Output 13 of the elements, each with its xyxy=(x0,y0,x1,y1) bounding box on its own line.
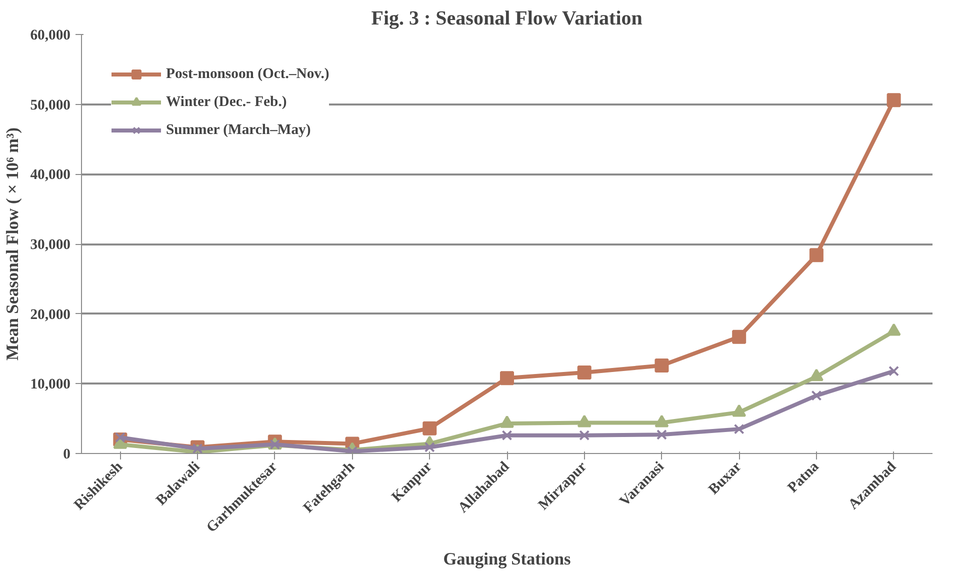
y-axis-title: Mean Seasonal Flow ( × 10⁶ m³) xyxy=(3,127,22,360)
y-tick-label: 30,000 xyxy=(30,237,71,253)
y-tick-label: 50,000 xyxy=(30,97,71,114)
legend-label: Summer (March–May) xyxy=(166,122,311,138)
chart-title: Fig. 3 : Seasonal Flow Variation xyxy=(371,8,642,30)
legend-label: Winter (Dec.- Feb.) xyxy=(166,94,287,110)
y-tick-label: 0 xyxy=(63,446,70,462)
y-tick-label: 10,000 xyxy=(30,376,71,393)
y-tick-label: 20,000 xyxy=(30,306,71,323)
x-axis-title: Gauging Stations xyxy=(443,549,572,568)
y-tick-label: 40,000 xyxy=(30,167,71,184)
y-tick-label: 60,000 xyxy=(30,28,71,44)
legend-label: Post-monsoon (Oct.–Nov.) xyxy=(166,66,330,82)
